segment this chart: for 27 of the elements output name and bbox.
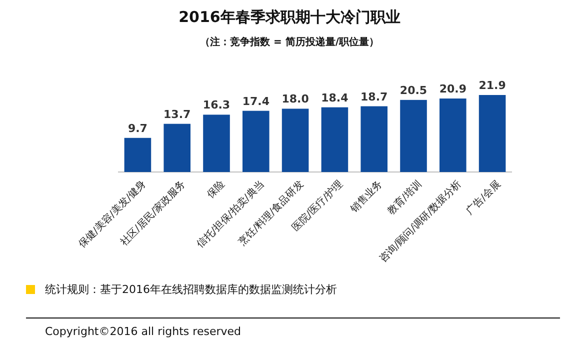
x-tick-label: 广告/会展 [464,178,503,218]
bar [400,100,427,172]
text: Copyright©2016 all rights reserved [45,325,241,338]
x-tick-label: 保险 [204,178,228,201]
data-label: 18.7 [360,90,388,104]
bar [124,138,152,172]
data-label: 9.7 [128,122,148,135]
bar [203,114,230,172]
chart-subtitle: （注：竞争指数 = 简历投递量/职位量） [200,36,379,48]
chart-title: 2016年春季求职期十大冷门职业 [178,8,400,26]
x-tick-label: 销售业务 [347,178,385,216]
data-label: 18.4 [321,91,349,104]
data-label: 20.9 [439,82,466,96]
bar [478,95,506,172]
data-label: 21.9 [478,79,506,92]
data-label: 20.5 [400,84,428,97]
bar [440,98,466,172]
bar [164,124,190,172]
bar [242,110,270,172]
data-label: 16.3 [202,98,230,112]
data-label: 13.7 [164,108,191,121]
data-label: 17.4 [242,94,270,108]
text: 统计规则：基于2016年在线招聘数据库的数据监测统计分析 [45,283,337,296]
bar [321,107,348,172]
bar [282,108,309,172]
data-label: 18.0 [282,92,310,106]
bar [360,106,388,172]
